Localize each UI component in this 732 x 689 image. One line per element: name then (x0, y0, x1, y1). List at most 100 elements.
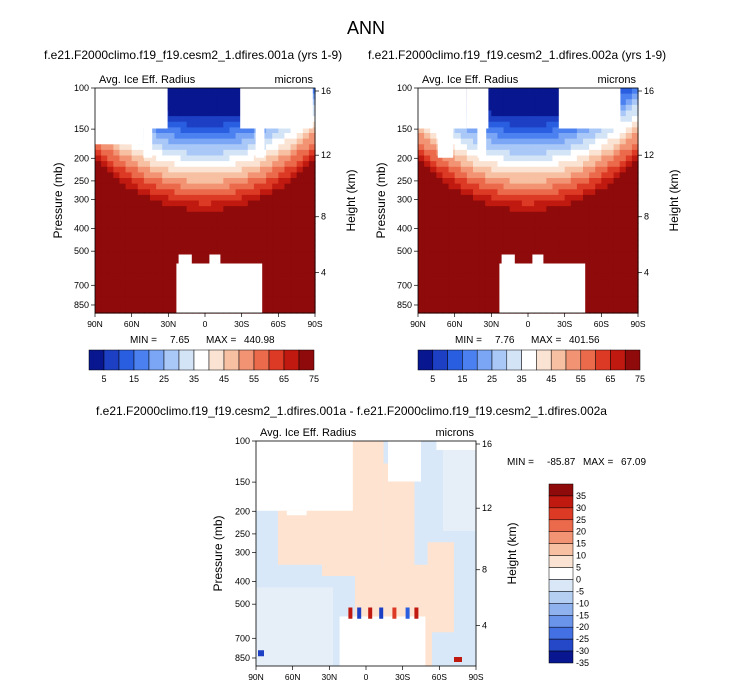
field-cell (302, 279, 310, 286)
x-tick-label: 90N (248, 672, 264, 682)
panel2-title: f.e21.F2000climo.f19_f19.cesm2_1.dfires.… (368, 48, 667, 62)
field-cell (491, 104, 499, 112)
field-cell (150, 161, 157, 168)
field-cell (607, 161, 615, 168)
field-cell (631, 138, 639, 145)
field-cell (570, 211, 578, 218)
field-cell (613, 279, 621, 286)
field-cell (272, 301, 279, 308)
field-cell (509, 149, 517, 157)
y-tick-label: 100 (235, 436, 250, 446)
field-cell (466, 223, 474, 230)
field-cell (113, 223, 121, 230)
field-cell (607, 296, 615, 303)
extreme-spike (258, 650, 264, 657)
y-tick-label: 700 (74, 280, 89, 290)
field-cell (442, 239, 450, 247)
field-cell (241, 138, 249, 145)
field-cell (540, 194, 547, 202)
field-cell (564, 138, 572, 145)
field-cell (198, 93, 206, 100)
field-cell (528, 183, 535, 190)
field-cell (162, 194, 169, 202)
field-cell (625, 211, 633, 218)
colorbar-box (283, 349, 300, 371)
field-cell (113, 211, 121, 218)
field-cell (503, 217, 511, 224)
field-cell (503, 121, 511, 128)
field-cell (564, 194, 572, 202)
field-cell (180, 110, 188, 117)
field-cell (168, 228, 176, 235)
field-cell (272, 133, 279, 140)
field-cell (485, 200, 492, 207)
field-cell (211, 127, 218, 134)
field-cell (601, 149, 609, 157)
field-cell (607, 183, 615, 190)
field-cell (497, 206, 505, 213)
field-cell (247, 144, 255, 151)
field-cell (162, 138, 169, 145)
field-cell (229, 149, 237, 157)
field-cell (180, 144, 188, 151)
field-cell (540, 155, 547, 162)
field-cell (174, 161, 182, 168)
field-cell (235, 183, 243, 190)
field-cell (473, 178, 480, 185)
field-cell (150, 290, 157, 297)
field-cell (143, 183, 151, 190)
field-cell (491, 127, 499, 134)
field-cell (107, 301, 114, 308)
field-cell (521, 93, 529, 100)
field-cell (241, 149, 249, 157)
field-cell (491, 183, 499, 190)
field-cell (156, 228, 163, 235)
field-cell (272, 239, 279, 247)
field-cell (583, 234, 590, 241)
field-cell (503, 245, 511, 252)
field-cell (247, 228, 255, 235)
field-cell (235, 194, 243, 202)
field-cell (430, 223, 437, 230)
field-cell (156, 234, 163, 241)
field-cell (515, 121, 523, 128)
field-cell (223, 88, 231, 95)
field-cell (217, 211, 224, 218)
field-cell (211, 206, 218, 213)
field-cell (534, 138, 541, 145)
field-cell (521, 121, 529, 128)
field-cell (192, 228, 200, 235)
field-cell (205, 234, 212, 241)
field-cell (162, 149, 169, 157)
field-cell (485, 183, 492, 190)
field-cell (570, 228, 578, 235)
field-cell (162, 256, 169, 263)
field-cell (430, 149, 437, 157)
field-cell (192, 189, 200, 196)
field-cell (217, 149, 224, 157)
field-cell (186, 166, 194, 173)
field-cell (223, 239, 231, 247)
field-cell (619, 200, 627, 207)
field-cell (631, 178, 639, 185)
field-cell (479, 251, 486, 258)
field-cell (485, 149, 492, 157)
field-cell (290, 155, 298, 162)
field-cell (497, 178, 505, 185)
field-cell (503, 183, 511, 190)
field-cell (491, 268, 499, 275)
field-cell (156, 239, 163, 247)
field-cell (430, 178, 437, 185)
field-cell (460, 228, 468, 235)
x-tick-label: 60N (447, 319, 463, 329)
field-cell (235, 172, 243, 179)
field-cell (162, 133, 169, 140)
y-tick-label: 200 (235, 506, 250, 516)
field-cell (302, 189, 310, 196)
field-cell (613, 223, 621, 230)
field-cell (583, 211, 590, 218)
field-cell (473, 149, 480, 157)
field-cell (119, 189, 127, 196)
field-cell (174, 217, 182, 224)
field-cell (515, 144, 523, 151)
